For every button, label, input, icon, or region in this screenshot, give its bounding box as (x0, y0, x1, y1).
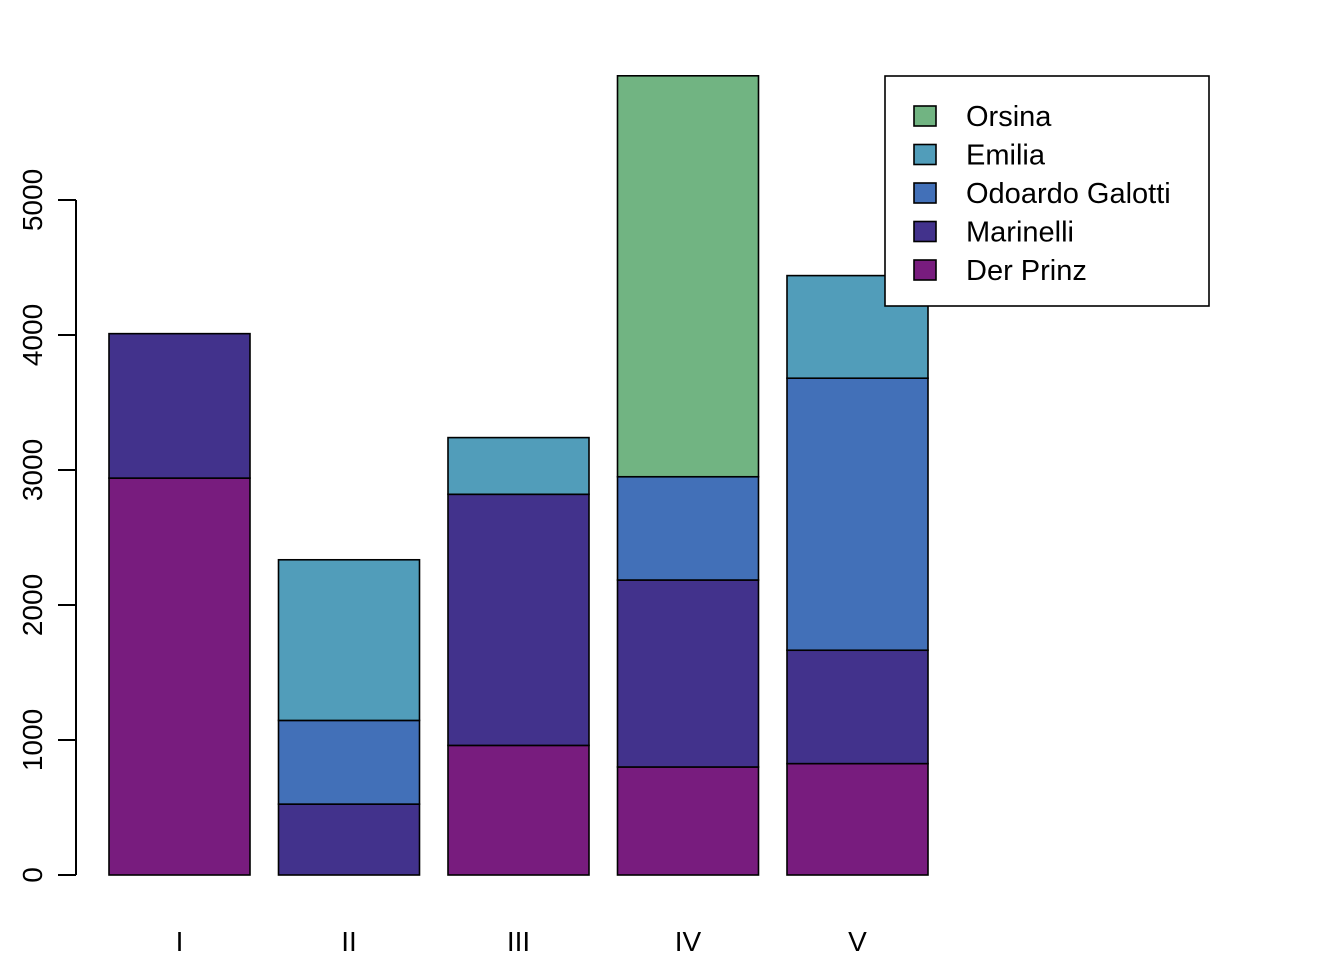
bar-segment (277, 558, 421, 722)
bar-segment (616, 475, 760, 581)
bar-segment (108, 477, 251, 876)
y-tick-label: 2000 (17, 574, 48, 636)
bar-segment (447, 744, 590, 876)
y-axis: 0 1000 2000 3000 4000 5000 (17, 169, 77, 883)
bar-segment (786, 649, 929, 765)
legend-swatch (913, 220, 937, 243)
bar-segment (616, 75, 760, 478)
legend-label: Orsina (966, 101, 1052, 133)
bar-segment (277, 719, 421, 805)
bar-segment (447, 493, 590, 747)
bar-segment (108, 332, 251, 479)
legend-swatch (913, 182, 937, 204)
y-tick-label: 0 (17, 867, 48, 883)
bar-segment (786, 762, 929, 876)
x-tick-label: I (176, 926, 184, 957)
x-tick-label: II (341, 926, 357, 957)
legend-label: Odoardo Galotti (966, 178, 1171, 210)
x-axis-labels: I II III IV V (176, 926, 868, 957)
legend-swatch (913, 143, 937, 166)
legend-label: Marinelli (966, 217, 1074, 249)
legend-box (884, 75, 1210, 307)
bar-segment (616, 766, 760, 876)
x-tick-label: V (848, 926, 867, 957)
legend-swatch (913, 259, 937, 281)
x-tick-label: III (507, 926, 530, 957)
y-tick-label: 4000 (17, 304, 48, 366)
y-tick-label: 5000 (17, 169, 48, 231)
x-tick-label: IV (675, 926, 702, 957)
bars (108, 75, 929, 876)
legend-label: Emilia (966, 140, 1046, 172)
bar-segment (447, 436, 590, 496)
bar-segment (786, 377, 929, 652)
legend-label: Der Prinz (966, 255, 1087, 287)
legend-swatch (913, 105, 937, 127)
bar-segment (277, 803, 421, 876)
legend: Orsina Emilia Odoardo Galotti Marinelli Der … (884, 75, 1210, 307)
y-tick-label: 1000 (17, 709, 48, 771)
bar-segment (616, 579, 760, 768)
y-tick-label: 3000 (17, 439, 48, 501)
